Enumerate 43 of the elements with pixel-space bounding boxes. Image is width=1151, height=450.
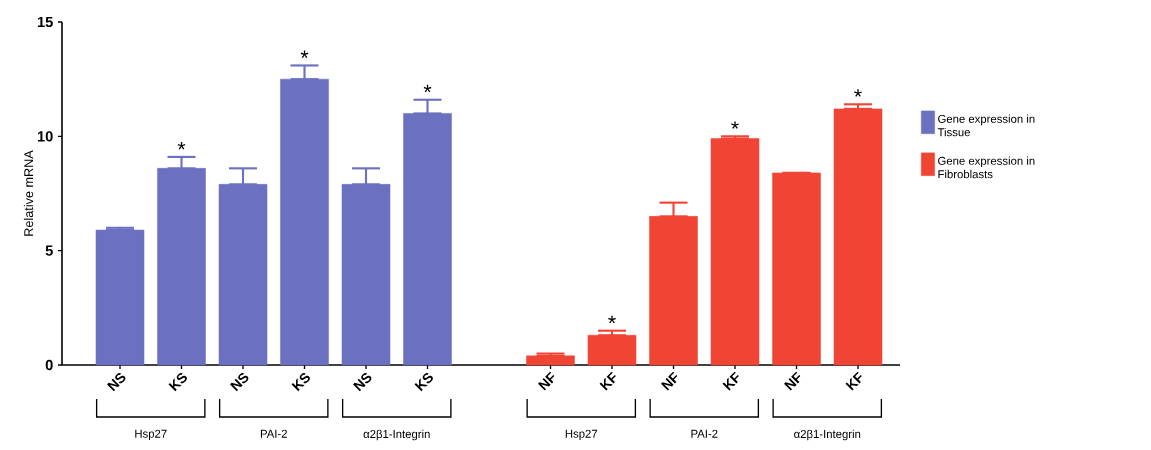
x-tick-label: KS [414, 372, 433, 392]
bar [587, 335, 637, 366]
x-tick-label: KF [599, 371, 616, 391]
text: Hsp27 [135, 429, 167, 440]
x-tick-label: NF [538, 371, 555, 391]
bar [95, 229, 145, 366]
text: α2β1-Integrin [794, 429, 861, 441]
y-tick-label: 0 [45, 359, 53, 371]
bar [403, 113, 452, 366]
x-tick-label: NS [353, 372, 372, 392]
x-tick-label: KF [845, 371, 862, 391]
bar [218, 184, 268, 366]
bar [157, 168, 206, 366]
bar [649, 216, 698, 366]
data-label: * [423, 84, 432, 93]
y-axis-title: Relative mRNA [23, 150, 34, 236]
legend-label: Gene expression in Tissue [937, 114, 1035, 137]
bar [526, 355, 575, 366]
bar [833, 108, 883, 366]
x-tick-label: NF [784, 371, 801, 391]
data-label: * [177, 141, 186, 150]
y-tick-label: 10 [37, 131, 53, 142]
x-tick-label: NS [107, 372, 126, 392]
x-tick-label: NF [661, 371, 678, 391]
x-tick-label: NS [230, 372, 249, 392]
legend-label: Gene expression in Fibroblasts [938, 156, 1035, 179]
text: Hsp27 [565, 429, 598, 440]
bar [280, 78, 329, 366]
data-label: * [854, 89, 862, 97]
bar [772, 172, 821, 366]
text: α2β1-Integrin [363, 429, 430, 441]
text: PAI-2 [691, 429, 718, 438]
bar [341, 184, 391, 366]
x-tick-label: KF [722, 371, 739, 391]
x-tick-label: KS [168, 372, 187, 392]
data-label: * [300, 50, 309, 58]
data-label: * [731, 121, 739, 129]
bar [710, 138, 760, 366]
x-tick-label: KS [291, 372, 310, 392]
y-tick-label: 15 [37, 16, 53, 28]
y-tick-label: 5 [45, 245, 53, 256]
text: PAI-2 [260, 429, 287, 438]
data-label: * [608, 315, 616, 324]
